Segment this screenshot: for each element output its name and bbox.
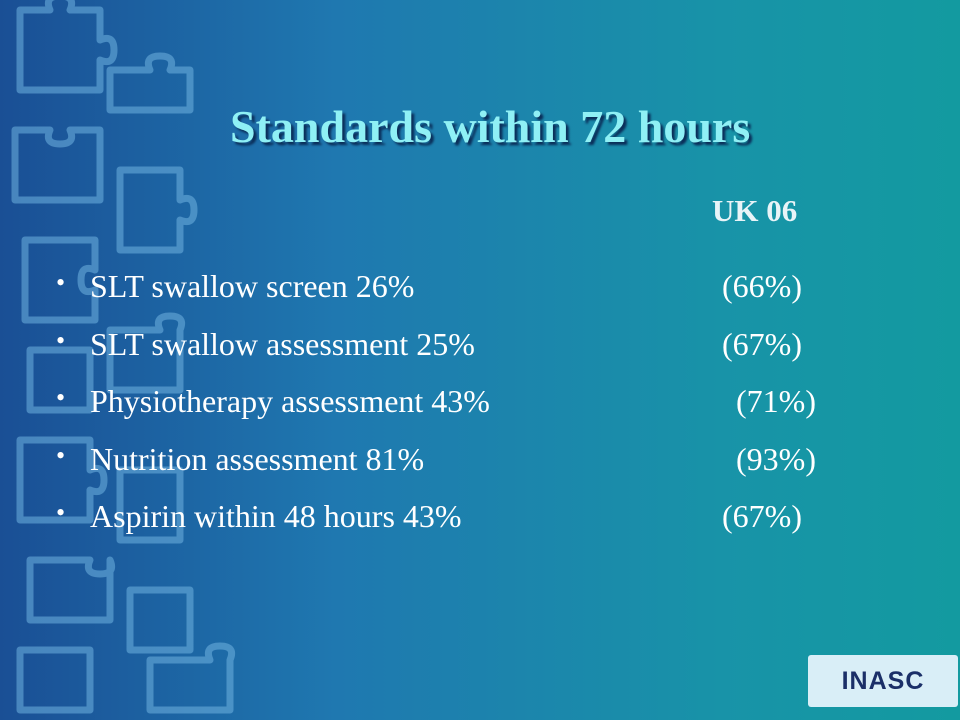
slide-title: Standards within 72 hours bbox=[230, 101, 751, 152]
item-text: SLT swallow screen 26% bbox=[90, 268, 415, 304]
bullet-marker: • bbox=[56, 383, 66, 412]
bullet-item: • Physiotherapy assessment 43% (71%) bbox=[56, 383, 916, 423]
column-heading: UK 06 bbox=[712, 193, 798, 228]
bullet-item: • SLT swallow screen 26% (66%) bbox=[56, 268, 916, 308]
bullet-marker: • bbox=[56, 440, 66, 470]
uk-value: (67%) bbox=[722, 498, 802, 534]
item-text: Aspirin within 48 hours 43% bbox=[90, 498, 462, 534]
bullet-item: • Nutrition assessment 81% (93%) bbox=[56, 441, 916, 481]
bullet-item: • SLT swallow assessment 25% (67%) bbox=[56, 326, 916, 366]
item-text: Physiotherapy assessment 43% bbox=[90, 383, 490, 419]
uk-value: (71%) bbox=[736, 383, 816, 419]
bullet-marker: • bbox=[56, 498, 66, 527]
bullet-marker: • bbox=[56, 268, 66, 297]
puzzle-decoration bbox=[11, 0, 236, 714]
uk-value: (66%) bbox=[722, 268, 802, 304]
logo-badge: INASC bbox=[808, 655, 958, 707]
item-text: SLT swallow assessment 25% bbox=[90, 325, 475, 362]
bullet-marker: • bbox=[56, 325, 66, 355]
item-text: Nutrition assessment 81% bbox=[90, 440, 425, 477]
uk-value: (93%) bbox=[736, 440, 816, 477]
uk-value: (67%) bbox=[722, 325, 802, 362]
bullet-item: • Aspirin within 48 hours 43% (67%) bbox=[56, 498, 916, 538]
